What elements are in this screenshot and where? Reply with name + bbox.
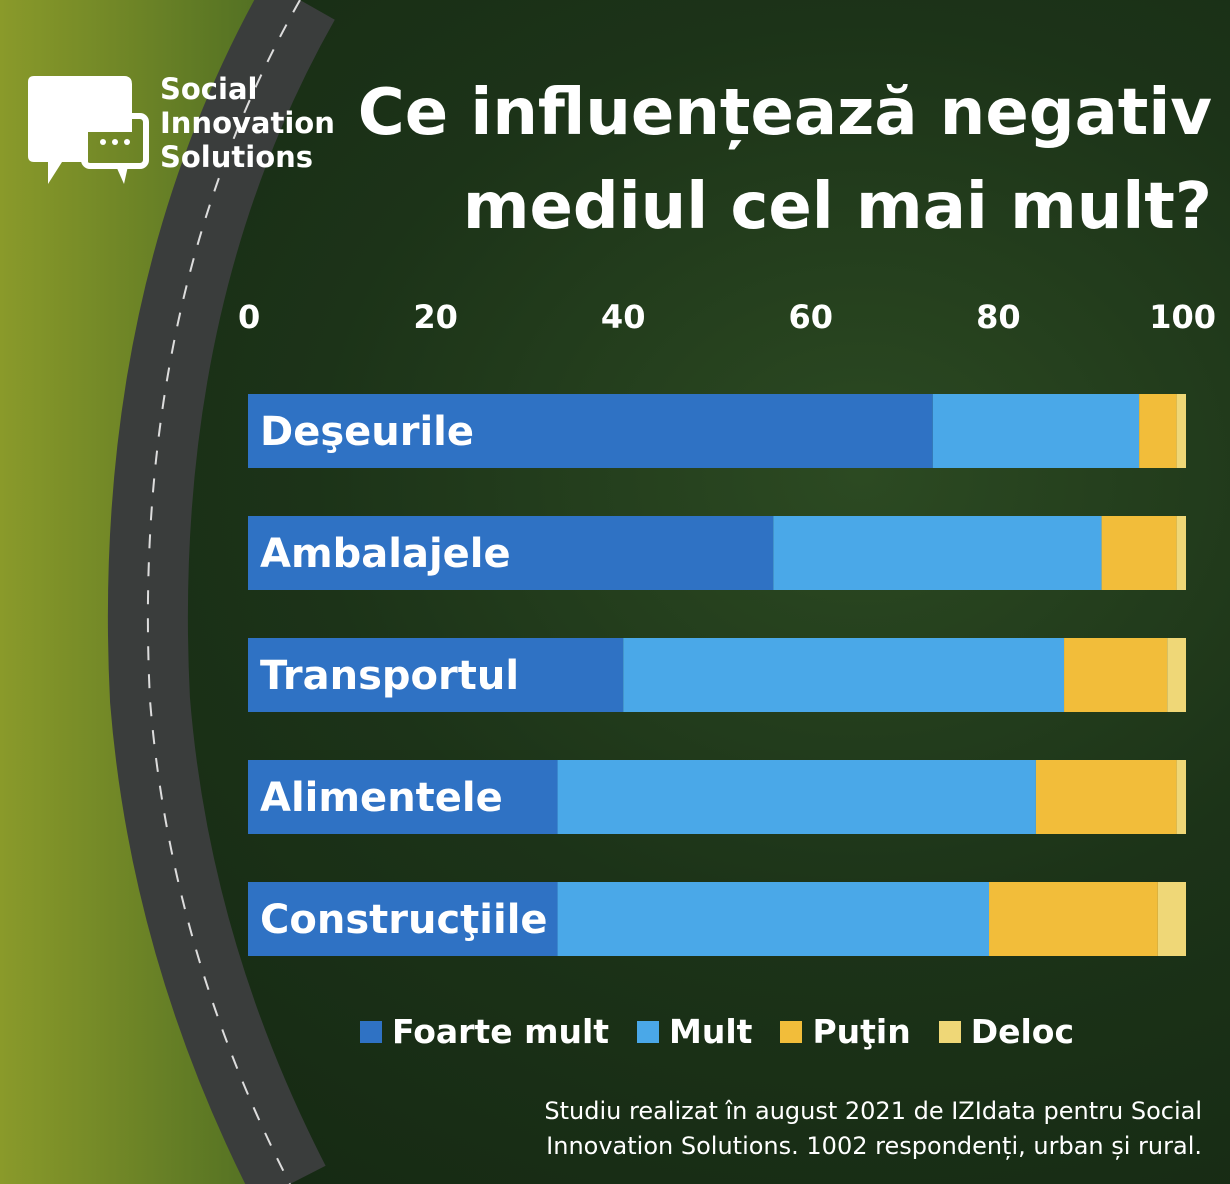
bar-segment: [1176, 760, 1186, 834]
bar-segment: [248, 394, 933, 468]
x-tick-label: 60: [789, 298, 834, 336]
bar-segment: [1176, 394, 1186, 468]
bar-segment: [623, 638, 1065, 712]
bar-segment: [248, 882, 558, 956]
legend-swatch: [637, 1020, 660, 1043]
x-tick-label: 100: [1149, 298, 1216, 336]
bar-segment: [1157, 882, 1186, 956]
source-line: Studiu realizat în august 2021 de IZIdat…: [544, 1097, 1202, 1125]
legend: Foarte mult Mult Puţin Deloc: [360, 1012, 1074, 1051]
category-label: Transportul: [260, 653, 519, 699]
legend-item: Deloc: [938, 1012, 1075, 1051]
legend-swatch: [780, 1020, 803, 1043]
bar-segment: [1139, 394, 1177, 468]
bar-segment: [557, 882, 990, 956]
x-tick-label: 40: [601, 298, 646, 336]
x-tick-label: 20: [413, 298, 458, 336]
legend-item: Puţin: [780, 1012, 911, 1051]
category-label: Ambalajele: [260, 531, 511, 577]
bar-segment: [773, 516, 1102, 590]
legend-item: Mult: [637, 1012, 752, 1051]
brand-name: Social Innovation Solutions: [160, 72, 335, 174]
category-label: Alimentele: [260, 775, 503, 821]
title-line: Ce influențează negativ: [357, 76, 1212, 150]
title-line: mediul cel mai mult?: [462, 170, 1212, 244]
bar-segment: [1167, 638, 1186, 712]
bar-segment: [989, 882, 1158, 956]
bar-segment: [1101, 516, 1177, 590]
legend-item: Foarte mult: [360, 1012, 609, 1051]
bar-segment: [932, 394, 1140, 468]
source-note: Studiu realizat în august 2021 de IZIdat…: [544, 1094, 1202, 1164]
category-label: Construcţiile: [260, 897, 548, 943]
brand-line: Innovation: [160, 106, 335, 140]
chart-title: Ce influențează negativ mediul cel mai m…: [358, 66, 1212, 254]
legend-label: Deloc: [970, 1012, 1075, 1051]
legend-label: Foarte mult: [392, 1012, 610, 1051]
x-tick-label: 80: [976, 298, 1021, 336]
bar-segment: [248, 760, 558, 834]
bar-segment: [557, 760, 1036, 834]
legend-label: Mult: [669, 1012, 753, 1051]
bar-segment: [248, 516, 774, 590]
bar-segment: [248, 638, 624, 712]
brand-line: Social: [160, 72, 258, 106]
legend-swatch: [360, 1020, 382, 1043]
x-tick-label: 0: [238, 298, 260, 336]
bar-segment: [1176, 516, 1186, 590]
brand-line: Solutions: [160, 140, 314, 174]
source-line: Innovation Solutions. 1002 respondenți, …: [546, 1132, 1202, 1160]
legend-label: Puţin: [812, 1012, 911, 1051]
legend-swatch: [938, 1020, 961, 1043]
bar-segment: [1035, 760, 1177, 834]
category-label: Deşeurile: [260, 409, 474, 455]
bar-segment: [1064, 638, 1168, 712]
social-innovation-solutions-logo: [28, 76, 149, 184]
